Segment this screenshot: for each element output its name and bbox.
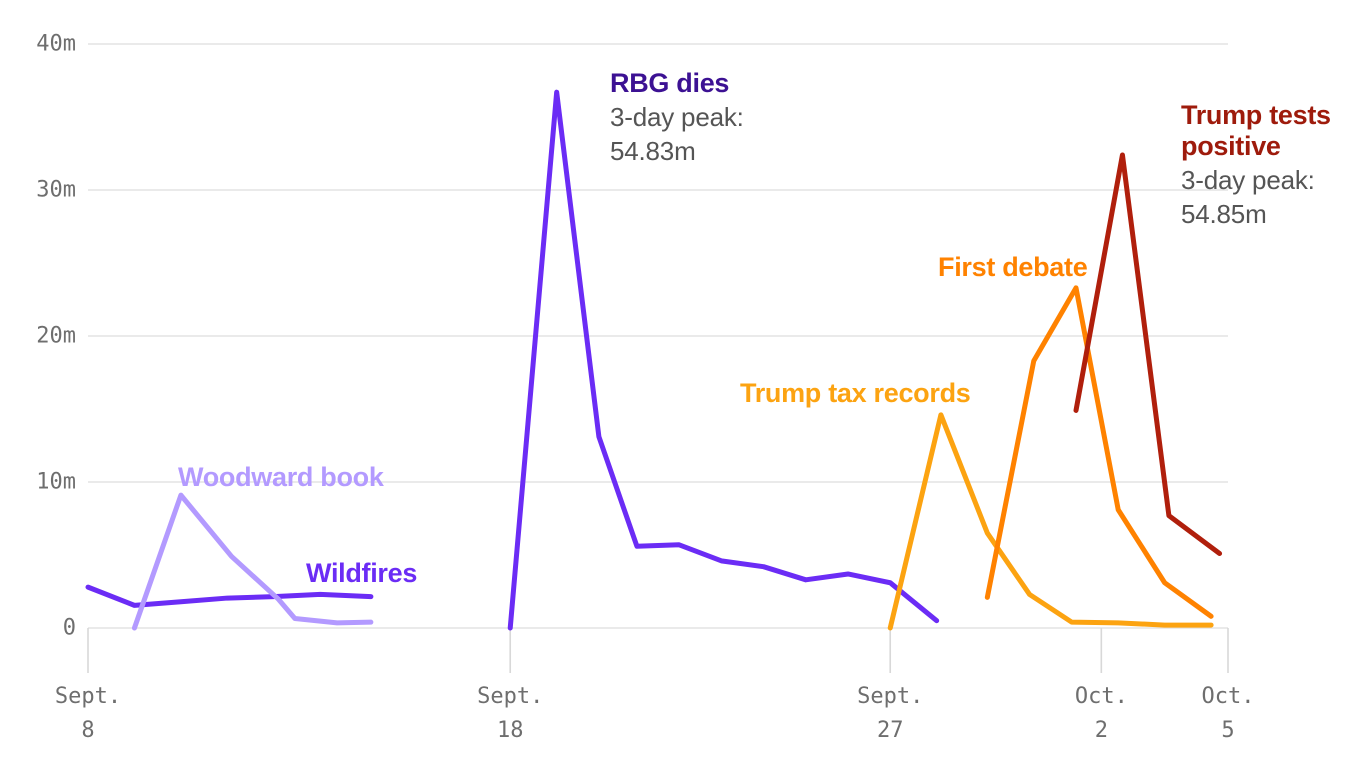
x-tick-label-line2: 5	[1221, 718, 1235, 744]
x-tick-label-line2: 18	[496, 718, 524, 744]
x-tick-label-line1: Oct.	[1201, 684, 1255, 709]
annotation-rbg-peak-label: 3-day peak:	[610, 102, 744, 133]
series-line-trump-tests-positive	[1073, 152, 1223, 557]
x-tick-label-line1: Sept.	[477, 684, 544, 709]
annotation-rbg-title: RBG dies	[610, 68, 730, 98]
y-tick-label: 30m	[36, 177, 76, 203]
annotation-trump-peak-label: 3-day peak:	[1181, 165, 1315, 196]
annotation-rbg-peak-value: 54.83m	[610, 135, 696, 166]
gridlines	[88, 43, 1228, 629]
series-label-trump-tax-records: Trump tax records	[740, 378, 971, 408]
series-label-wildfires: Wildfires	[306, 558, 418, 588]
annotation-rbg-dies: RBG dies 3-day peak: 54.83m	[610, 68, 744, 169]
x-tick-label-line1: Oct.	[1074, 684, 1128, 709]
data-series-group	[85, 89, 1223, 631]
x-tick-label-line1: Sept.	[857, 684, 924, 709]
x-tick-label-line2: 27	[876, 718, 904, 744]
annotation-rbg-subtext: 3-day peak: 54.83m	[610, 101, 744, 169]
series-line-wildfires	[85, 584, 374, 608]
annotation-trump-title-line1: Trump tests	[1181, 100, 1331, 130]
annotation-trump-subtext: 3-day peak: 54.85m	[1181, 164, 1331, 232]
y-tick-label: 20m	[36, 323, 76, 349]
y-tick-label: 0	[62, 615, 76, 641]
annotation-trump-title: Trump tests positive	[1181, 100, 1331, 162]
series-label-first-debate: First debate	[938, 252, 1088, 282]
x-tick-label: Oct. 2	[1075, 680, 1128, 748]
series-label-woodward-book: Woodward book	[178, 462, 384, 492]
series-line-trump-tax-records	[887, 412, 1214, 631]
series-line-woodward-book	[131, 492, 374, 631]
x-tick-label: Sept. 27	[857, 680, 923, 748]
y-tick-label: 40m	[36, 31, 76, 57]
x-tick-label-line1: Sept.	[54, 684, 122, 709]
y-tick-label: 10m	[36, 469, 76, 495]
series-line-first-debate	[984, 285, 1214, 619]
x-tick-label: Sept. 8	[55, 680, 121, 748]
x-tick-marks	[87, 628, 1229, 673]
x-tick-label-line2: 2	[1094, 718, 1108, 744]
x-tick-label: Sept. 18	[477, 680, 543, 748]
annotation-trump-tests-positive: Trump tests positive 3-day peak: 54.85m	[1181, 100, 1331, 232]
x-tick-label: Oct. 5	[1202, 680, 1255, 748]
annotation-trump-peak-value: 54.85m	[1181, 198, 1267, 229]
x-tick-label-line2: 8	[81, 718, 95, 744]
series-line-rbg-dies	[507, 89, 940, 631]
annotation-trump-title-line2: positive	[1181, 131, 1281, 162]
